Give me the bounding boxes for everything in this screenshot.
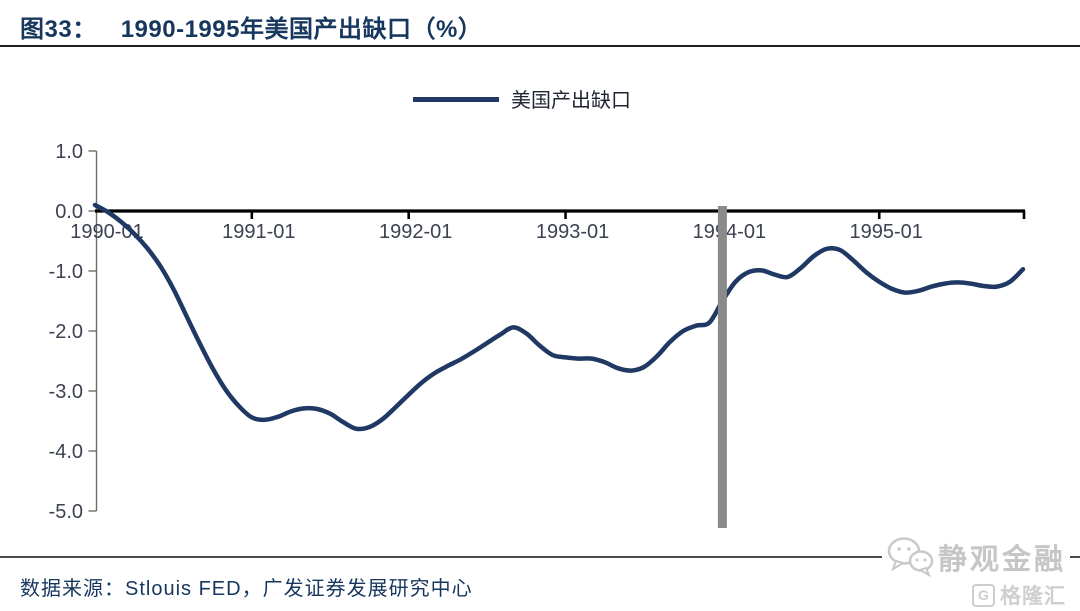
- x-tick-label: 1993-01: [536, 221, 609, 243]
- y-tick-label: -5.0: [49, 501, 83, 523]
- x-tick-label: 1995-01: [850, 221, 923, 243]
- footer-divider: [0, 556, 1080, 558]
- legend-line-swatch: [413, 97, 499, 102]
- figure-title: 1990-1995年美国产出缺口（%）: [120, 15, 483, 43]
- wechat-chat-bubbles-icon: [887, 537, 934, 578]
- data-source-note: 数据来源：Stlouis FED，广发证券发展研究中心: [20, 578, 473, 600]
- y-tick-label: -1.0: [49, 261, 83, 283]
- output-gap-line: [92, 202, 1026, 432]
- watermark-brand-row: 静观金融: [881, 536, 1070, 578]
- watermark-logo-text: 格隆汇: [1000, 585, 1066, 608]
- watermark-logo-row: G 格隆汇: [968, 579, 1070, 611]
- y-tick-label: 0.0: [55, 201, 83, 223]
- x-tick-label: 1994-01: [693, 221, 766, 243]
- watermark: 静观金融 G 格隆汇: [881, 536, 1070, 611]
- figure-number: 图33：: [20, 15, 97, 43]
- chart-legend: 美国产出缺口: [413, 84, 631, 113]
- x-tick-label: 1991-01: [222, 221, 295, 243]
- gelonghui-logo-icon: G: [972, 583, 995, 607]
- x-tick-label: 1992-01: [379, 221, 452, 243]
- legend-series-label: 美国产出缺口: [511, 90, 631, 112]
- highlight-vline-1994: [717, 206, 727, 528]
- y-tick-label: -4.0: [49, 441, 83, 463]
- y-tick-label: -3.0: [49, 381, 83, 403]
- y-tick-label: 1.0: [55, 141, 83, 163]
- figure-header: 图33： 1990-1995年美国产出缺口（%）: [20, 8, 1060, 44]
- y-tick-label: -2.0: [49, 321, 83, 343]
- header-divider: [0, 45, 1080, 47]
- watermark-title: 静观金融: [937, 544, 1066, 576]
